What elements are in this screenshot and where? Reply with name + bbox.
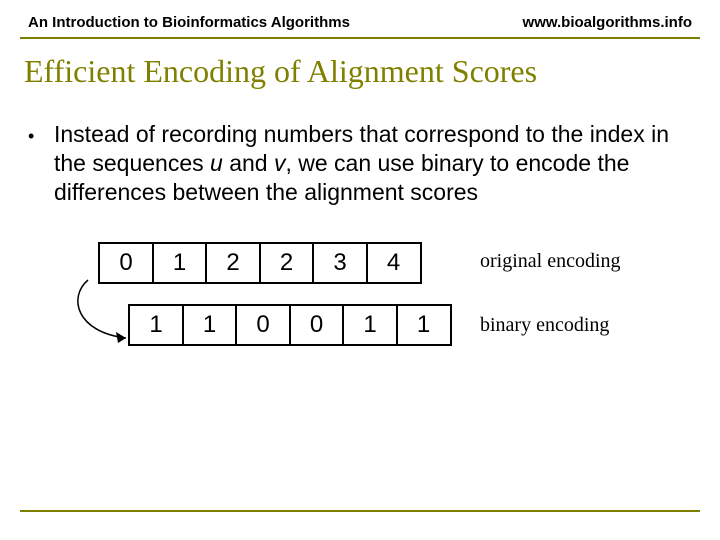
header-right: www.bioalgorithms.info [523, 14, 692, 31]
bullet-var-u: u [210, 150, 223, 176]
slide-body: • Instead of recording numbers that corr… [0, 98, 720, 392]
binary-cell: 0 [235, 304, 291, 346]
slide: An Introduction to Bioinformatics Algori… [0, 0, 720, 540]
binary-row: 1 1 0 0 1 1 [128, 304, 452, 346]
binary-label: binary encoding [480, 314, 609, 337]
encoding-diagram: 0 1 2 2 3 4 original encoding 1 1 0 0 1 … [28, 242, 692, 392]
binary-cell: 1 [128, 304, 184, 346]
original-row: 0 1 2 2 3 4 [98, 242, 422, 284]
header: An Introduction to Bioinformatics Algori… [0, 0, 720, 37]
original-cell: 0 [98, 242, 154, 284]
arrow-path [78, 280, 126, 338]
slide-title: Efficient Encoding of Alignment Scores [0, 39, 720, 98]
original-cell: 3 [312, 242, 368, 284]
bullet-var-v: v [274, 150, 286, 176]
binary-cell: 1 [342, 304, 398, 346]
bullet-text: Instead of recording numbers that corres… [54, 120, 692, 206]
bullet-mid1: and [223, 150, 274, 176]
bullet-item: • Instead of recording numbers that corr… [28, 120, 692, 206]
binary-cell: 1 [182, 304, 238, 346]
bottom-divider [20, 510, 700, 512]
original-cell: 4 [366, 242, 422, 284]
binary-cell: 1 [396, 304, 452, 346]
original-cell: 1 [152, 242, 208, 284]
binary-cell: 0 [289, 304, 345, 346]
original-label: original encoding [480, 250, 621, 273]
original-cell: 2 [205, 242, 261, 284]
header-left: An Introduction to Bioinformatics Algori… [28, 14, 350, 31]
bullet-marker: • [28, 120, 54, 150]
arrow-head [116, 332, 126, 343]
original-cell: 2 [259, 242, 315, 284]
